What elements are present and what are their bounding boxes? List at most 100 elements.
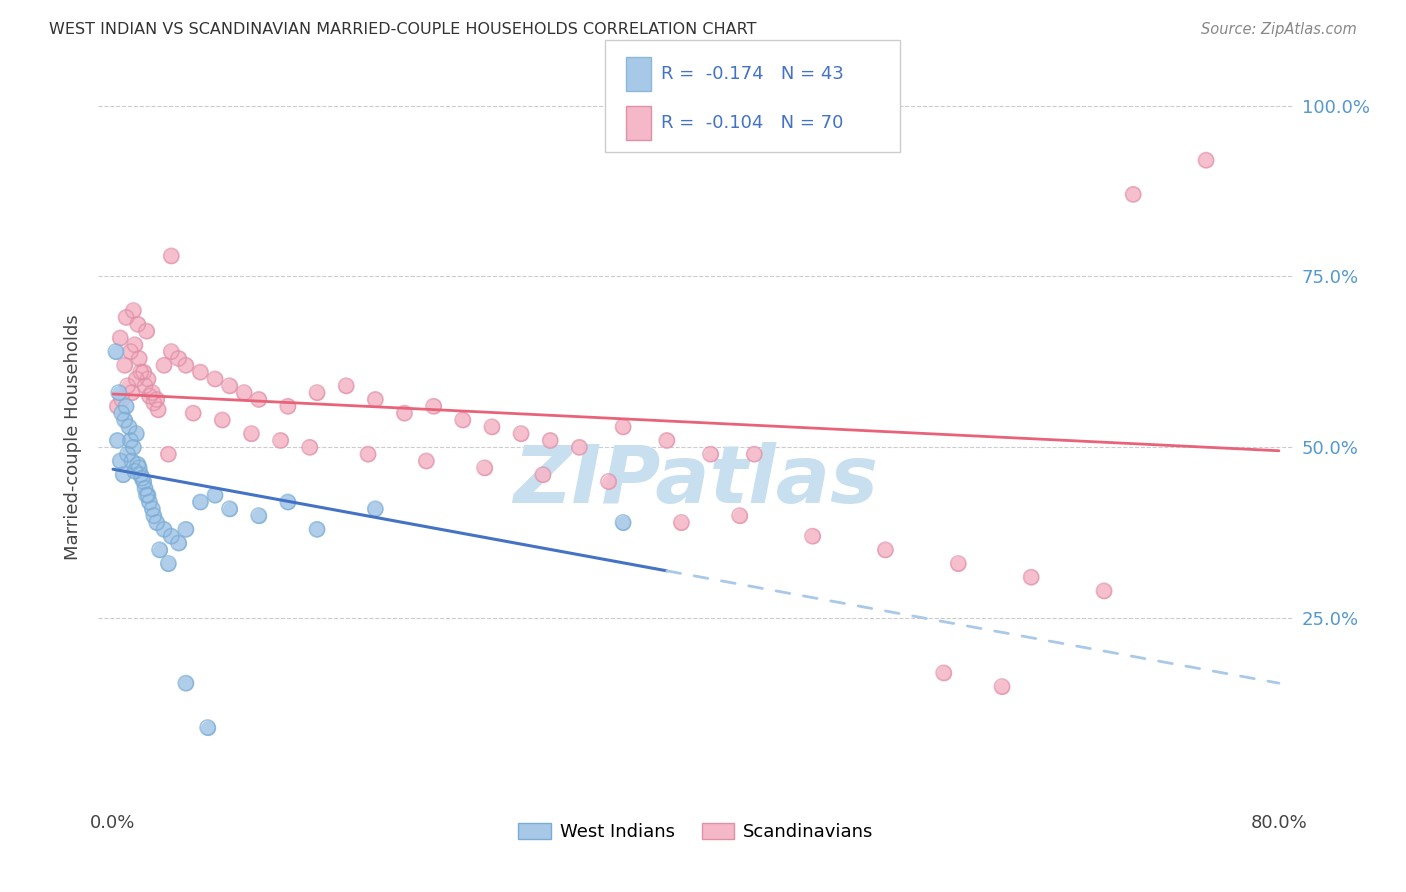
Point xyxy=(131,471,153,485)
Point xyxy=(125,426,148,441)
Point xyxy=(174,676,197,690)
Text: Source: ZipAtlas.com: Source: ZipAtlas.com xyxy=(1201,22,1357,37)
Point xyxy=(538,434,561,448)
Point xyxy=(728,508,751,523)
Point xyxy=(1092,583,1115,598)
Point xyxy=(118,420,141,434)
Point xyxy=(197,721,219,735)
Point xyxy=(305,522,328,536)
Point xyxy=(875,542,897,557)
Point xyxy=(127,318,149,332)
Point xyxy=(108,385,131,400)
Point xyxy=(298,440,321,454)
Point xyxy=(145,392,167,407)
Point xyxy=(134,379,156,393)
Point xyxy=(121,454,143,468)
Point xyxy=(138,495,160,509)
Point xyxy=(135,488,157,502)
Point xyxy=(120,344,142,359)
Point xyxy=(211,413,233,427)
Point xyxy=(510,426,533,441)
Point xyxy=(181,406,204,420)
Point xyxy=(127,318,149,332)
Point xyxy=(531,467,554,482)
Point xyxy=(157,447,180,461)
Point xyxy=(568,440,591,454)
Point xyxy=(105,434,128,448)
Point xyxy=(277,495,299,509)
Point xyxy=(174,359,197,373)
Point xyxy=(141,385,163,400)
Point xyxy=(1122,187,1144,202)
Point xyxy=(111,392,134,407)
Point xyxy=(127,458,149,472)
Point xyxy=(129,467,152,482)
Point xyxy=(699,447,721,461)
Point xyxy=(135,488,157,502)
Point xyxy=(125,372,148,386)
Point xyxy=(128,460,150,475)
Point xyxy=(612,420,634,434)
Point xyxy=(149,542,172,557)
Point xyxy=(174,676,197,690)
Point xyxy=(357,447,380,461)
Point xyxy=(167,536,190,550)
Point xyxy=(135,324,157,338)
Point xyxy=(167,536,190,550)
Point xyxy=(211,413,233,427)
Point xyxy=(167,351,190,366)
Point xyxy=(122,440,145,454)
Point xyxy=(136,488,159,502)
Point xyxy=(115,400,138,414)
Point xyxy=(197,721,219,735)
Point xyxy=(117,379,139,393)
Point xyxy=(160,529,183,543)
Point xyxy=(531,467,554,482)
Point xyxy=(167,351,190,366)
Point xyxy=(153,522,176,536)
Point xyxy=(110,454,132,468)
Point xyxy=(114,359,136,373)
Point xyxy=(125,372,148,386)
Point xyxy=(233,385,256,400)
Point xyxy=(948,557,970,571)
Point xyxy=(134,481,156,495)
Point xyxy=(145,392,167,407)
Point xyxy=(394,406,416,420)
Point xyxy=(474,460,496,475)
Point xyxy=(131,471,153,485)
Point xyxy=(110,454,132,468)
Point xyxy=(277,400,299,414)
Point xyxy=(742,447,765,461)
Point xyxy=(160,249,183,263)
Point xyxy=(160,529,183,543)
Point xyxy=(655,434,678,448)
Point xyxy=(157,557,180,571)
Point xyxy=(270,434,292,448)
Point xyxy=(142,396,165,410)
Point xyxy=(612,516,634,530)
Point xyxy=(1092,583,1115,598)
Point xyxy=(204,488,226,502)
Point xyxy=(190,495,212,509)
Text: ZIPatlas: ZIPatlas xyxy=(513,442,879,520)
Point xyxy=(135,324,157,338)
Point xyxy=(204,372,226,386)
Point xyxy=(136,488,159,502)
Point xyxy=(128,460,150,475)
Point xyxy=(157,557,180,571)
Point xyxy=(415,454,437,468)
Point xyxy=(1019,570,1042,584)
Point xyxy=(174,359,197,373)
Point xyxy=(218,501,240,516)
Point xyxy=(218,379,240,393)
Point xyxy=(160,344,183,359)
Point xyxy=(141,501,163,516)
Point xyxy=(568,440,591,454)
Point xyxy=(364,392,387,407)
Point xyxy=(699,447,721,461)
Point xyxy=(305,522,328,536)
Point xyxy=(124,464,146,478)
Point xyxy=(538,434,561,448)
Point xyxy=(145,516,167,530)
